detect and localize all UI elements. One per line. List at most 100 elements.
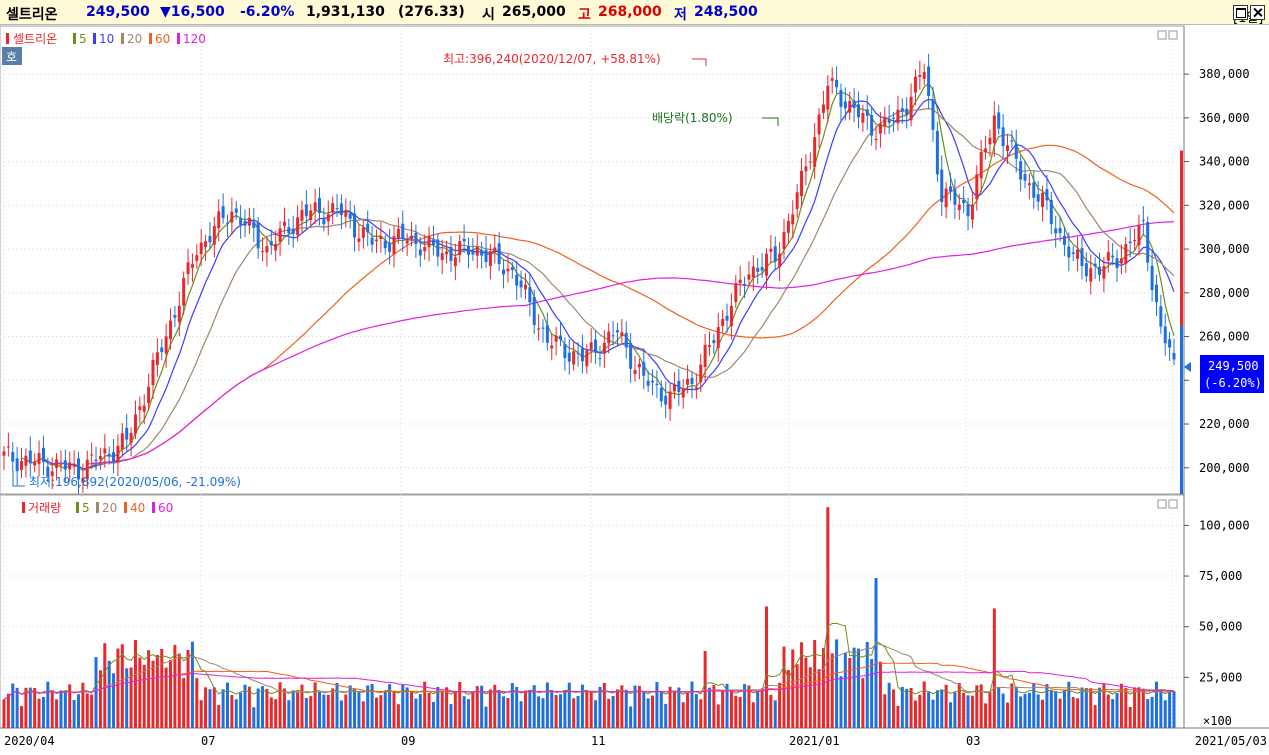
volume-bar [33,688,37,728]
volume-bar [138,657,142,728]
volume-bar [940,689,944,728]
volume-bar [261,686,265,728]
panel-close-icon[interactable] [1168,30,1178,40]
legend-item: 5 [82,501,90,515]
volume-bar [1093,705,1097,728]
quote-icon-box[interactable] [2,47,22,65]
candle-body [282,221,286,226]
high-label: 고 [578,7,591,23]
candle-body [449,246,453,261]
maximize-icon[interactable] [1233,4,1248,20]
volume-bar [620,685,624,728]
legend-item: 20 [102,501,117,515]
volume-bar [72,699,76,728]
volume-bar [835,639,839,728]
candle-body [1172,352,1176,360]
candle-body [900,108,904,112]
candle-body [835,79,839,88]
candle-body [81,477,85,483]
candle-body [392,236,396,255]
volume-bar [892,689,896,728]
candle-body [304,204,308,217]
volume-bar [269,697,273,728]
volume-bar [1141,688,1145,728]
volume-bar [1146,699,1150,728]
candlesticks [2,53,1183,494]
candle-body [480,250,484,256]
volume-tick-label: 50,000 [1199,620,1242,634]
volume-bar [659,691,663,728]
volume-bar [966,695,970,728]
candle-body [1010,140,1014,142]
volume-bar [699,699,703,728]
candle-body [629,342,633,369]
candle-body [870,114,874,136]
candle-body [1106,252,1110,261]
candle-body [694,387,698,389]
panel-minimize-icon[interactable] [1157,30,1167,40]
close-icon[interactable] [1250,4,1265,20]
volume-bar [405,687,409,728]
volume-panel-minimize-icon[interactable] [1157,499,1167,509]
candle-body [326,214,330,222]
volume-bar [221,689,225,728]
volume-bar [1150,696,1154,728]
candle-body [129,432,133,444]
candle-body [11,452,15,462]
candle-body [1150,265,1154,291]
low-annotation: 최저:196,892(2020/05/06, -21.09%) [12,471,241,489]
candle-body [112,452,116,462]
volume-bar [1010,683,1014,728]
candle-body [703,344,707,367]
volume-bar [256,688,260,728]
candle-body [892,117,896,119]
current-price: 249,500 [86,4,150,20]
volume-bar [848,657,852,728]
volume-bar [1036,694,1040,728]
candle-body [46,466,50,477]
price-tick-label: 200,000 [1199,461,1250,475]
legend-swatch-price [6,33,9,44]
candle-body [918,74,922,77]
candle-body [475,246,479,256]
volume-bar [1084,688,1088,728]
candle-body [423,246,427,252]
candle-body [651,380,655,383]
high-annotation-arrow [692,58,707,66]
volume-bar [37,698,41,728]
candle-body [256,222,260,249]
quote-icon[interactable]: 호 [2,47,22,65]
candle-body [962,199,966,204]
volume-bar [348,685,352,728]
volume-bar [173,644,177,728]
candle-body [431,239,435,246]
volume-bar [453,690,457,728]
volume-bar [545,682,549,728]
volume-bar [681,702,685,728]
candle-body [199,242,203,255]
volume-bar [931,699,935,728]
volume-bar [563,690,567,728]
candle-body [90,454,94,456]
candle-body [1005,145,1009,151]
candle-body [1067,246,1071,258]
date-tick-label: 2021/01 [789,734,840,748]
price-tick-label: 380,000 [1199,67,1250,81]
volume-bar [41,696,45,728]
volume-bar [1159,690,1163,728]
candle-body [453,257,457,267]
volume-bar [331,688,335,728]
volume-bar [81,682,85,728]
stock-name[interactable]: 셀트리온 [6,7,58,23]
volume-bar [361,701,365,728]
volume-bar [900,686,904,728]
candle-body [103,448,107,454]
current-price-pointer-icon [1184,362,1191,372]
candle-body [769,248,773,252]
volume-bar [878,661,882,728]
candle-body [322,218,326,225]
candle-body [681,388,685,398]
volume-bar [962,692,966,728]
volume-panel-close-icon[interactable] [1168,499,1178,509]
